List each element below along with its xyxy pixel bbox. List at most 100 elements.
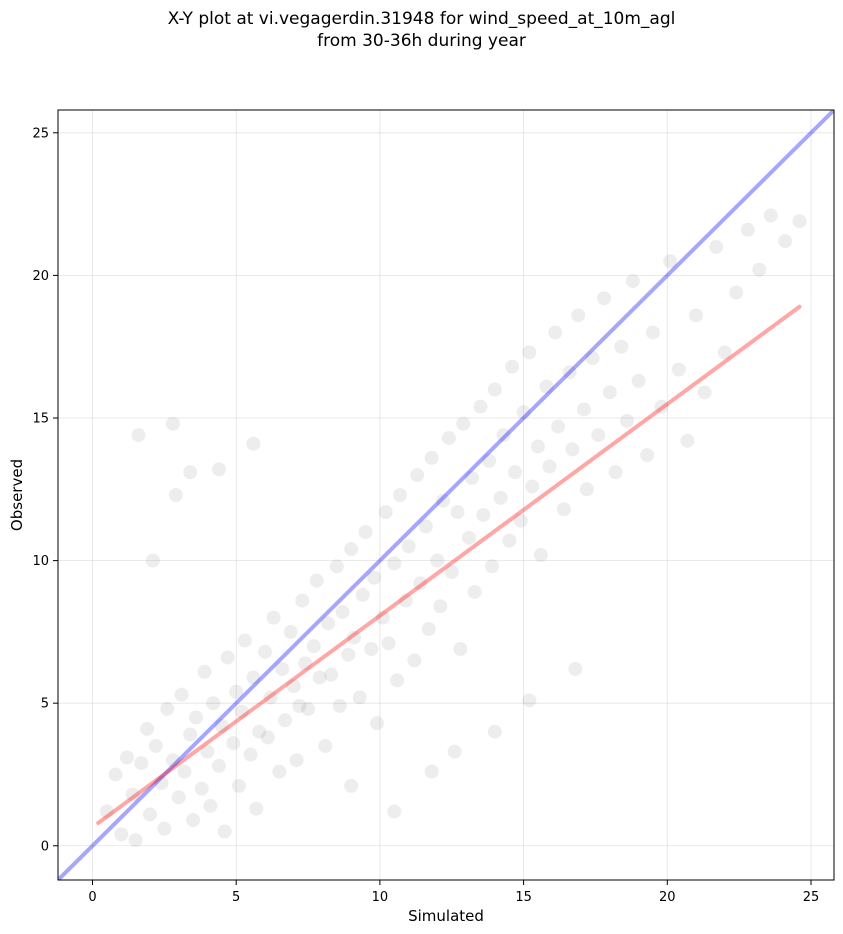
data-point	[114, 827, 129, 842]
data-point	[393, 488, 408, 502]
data-point	[556, 502, 571, 517]
data-point	[576, 402, 591, 417]
data-point	[410, 468, 425, 483]
data-point	[571, 308, 586, 323]
data-point	[232, 778, 247, 793]
data-point	[292, 699, 307, 714]
data-point	[513, 513, 528, 528]
data-point	[568, 661, 583, 676]
fit-line	[96, 304, 802, 825]
data-point	[505, 359, 520, 374]
data-point	[148, 738, 163, 753]
data-point	[165, 416, 180, 431]
data-point	[551, 419, 566, 434]
data-point	[344, 542, 359, 557]
data-point	[324, 667, 339, 682]
data-point	[487, 724, 502, 739]
data-point	[206, 696, 221, 711]
data-point	[418, 519, 433, 534]
data-point	[530, 439, 545, 454]
data-point	[358, 525, 373, 540]
reference-lines	[58, 110, 834, 880]
data-point	[332, 699, 347, 714]
data-point	[407, 653, 422, 668]
data-point	[321, 616, 336, 631]
data-point	[134, 756, 149, 771]
data-point	[243, 747, 258, 762]
data-point	[249, 801, 264, 816]
data-point	[522, 693, 537, 708]
x-axis-ticks: 0 5 10 15 20 25	[88, 880, 819, 905]
data-point	[620, 413, 635, 428]
data-point	[565, 442, 580, 457]
y-tick-label: 15	[32, 412, 49, 427]
data-point	[234, 704, 249, 719]
data-point	[484, 559, 499, 574]
data-point	[522, 345, 537, 360]
data-point	[496, 428, 511, 443]
data-point	[752, 262, 767, 277]
data-point	[188, 710, 203, 725]
data-point	[246, 670, 261, 685]
data-point	[226, 736, 241, 751]
data-point	[171, 790, 186, 805]
data-point	[447, 744, 462, 759]
data-point	[562, 365, 577, 380]
data-point	[200, 744, 215, 759]
data-point	[165, 753, 180, 768]
chart-title-line1: X-Y plot at vi.vegagerdin.31948 for wind…	[167, 9, 676, 29]
data-point	[157, 821, 172, 836]
data-point	[283, 624, 298, 639]
data-point	[168, 488, 183, 502]
data-point	[778, 234, 793, 249]
data-point	[119, 750, 134, 765]
data-point	[631, 373, 646, 388]
data-point	[197, 664, 212, 679]
data-point	[602, 385, 617, 400]
data-point	[381, 636, 396, 651]
identity-line	[58, 110, 834, 880]
data-point	[367, 570, 382, 585]
data-point	[467, 584, 482, 599]
data-point	[174, 687, 189, 702]
data-point	[177, 764, 192, 779]
data-point	[482, 453, 497, 468]
data-point	[729, 285, 744, 300]
data-point	[246, 436, 261, 451]
data-point	[347, 630, 362, 645]
data-point	[717, 345, 732, 360]
x-axis-label: Simulated	[408, 907, 484, 925]
data-point	[301, 701, 316, 716]
data-point	[275, 661, 290, 676]
data-point	[194, 781, 209, 796]
data-point	[378, 505, 393, 520]
data-point	[591, 428, 606, 443]
y-axis-label: Observed	[8, 459, 26, 531]
data-point	[364, 642, 379, 656]
data-point	[401, 539, 416, 554]
data-point	[487, 382, 502, 397]
data-point	[214, 719, 229, 733]
data-point	[441, 430, 456, 445]
data-point	[298, 656, 313, 671]
y-tick-label: 0	[41, 839, 49, 854]
data-point	[461, 530, 476, 545]
data-point	[128, 833, 143, 848]
data-point	[689, 308, 704, 323]
data-point	[203, 798, 218, 813]
data-point	[390, 673, 405, 688]
y-tick-label: 10	[32, 554, 49, 569]
data-point	[266, 610, 281, 625]
data-point	[278, 713, 293, 728]
data-point	[473, 399, 488, 414]
data-point	[433, 599, 448, 614]
data-point	[344, 778, 359, 793]
data-point	[421, 622, 436, 637]
data-point	[229, 684, 244, 699]
data-point	[663, 254, 678, 269]
data-point	[516, 405, 531, 420]
data-point	[295, 593, 310, 608]
data-point	[140, 721, 155, 736]
y-tick-label: 20	[32, 269, 49, 284]
